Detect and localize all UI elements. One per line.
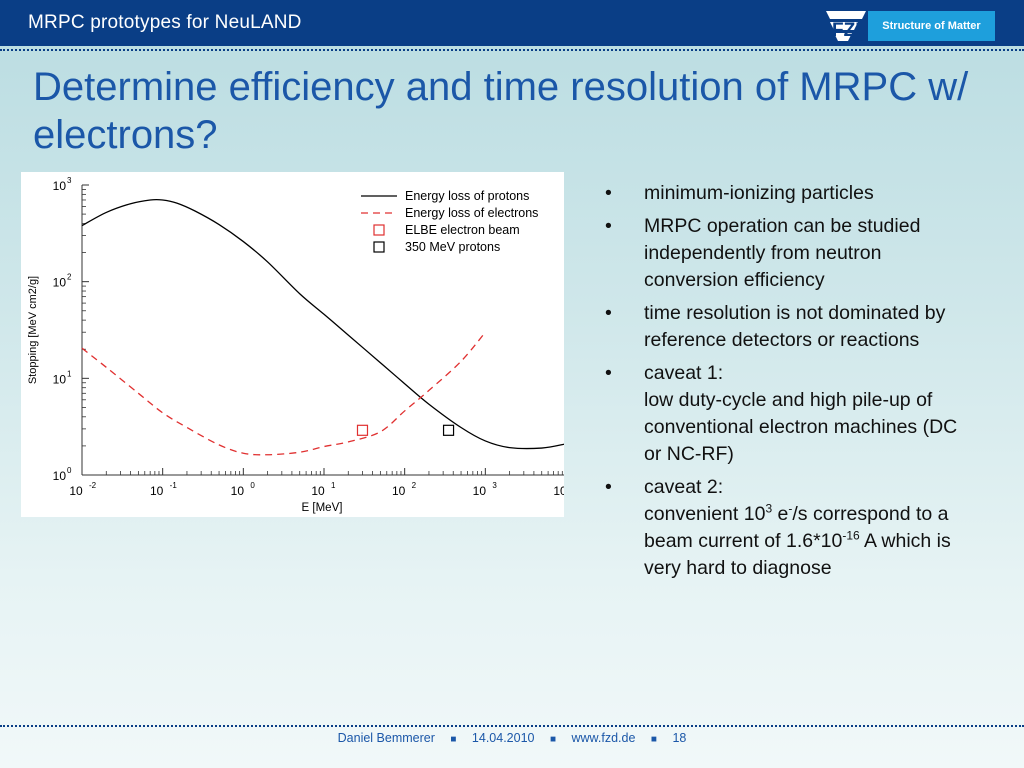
y-axis-label: Stopping [MeV cm2/g] — [27, 276, 39, 384]
bullet-text-mip: minimum-ionizing particles — [644, 182, 874, 204]
series-marker-2 — [356, 424, 369, 436]
legend-label: ELBE electron beam — [405, 223, 520, 237]
header-divider — [0, 49, 1024, 51]
y-tick-label: 10 — [53, 276, 67, 290]
caveat2-electron: e — [772, 503, 789, 525]
x-axis-label: E [MeV] — [302, 502, 343, 514]
bullet-list: minimum-ionizing particles MRPC operatio… — [604, 180, 976, 588]
legend-swatch — [373, 241, 385, 253]
caveat2-mid: /s correspond to a beam current of 1.6*1… — [644, 503, 949, 552]
legend-label: 350 MeV protons — [405, 240, 500, 254]
footer-separator: ■ — [650, 734, 657, 745]
footer-separator: ■ — [450, 734, 457, 745]
y-tick-label-exponent: 3 — [67, 176, 72, 185]
x-tick-label: 10 — [69, 484, 83, 498]
series-line-1 — [81, 331, 486, 456]
footer-divider — [0, 725, 1024, 727]
x-tick-label-exponent: 3 — [492, 481, 497, 490]
slide-title: Determine efficiency and time resolution… — [33, 65, 969, 157]
y-tick-label-exponent: 1 — [67, 369, 72, 378]
logo-text: FZD — [832, 20, 866, 41]
footer: Daniel Bemmerer ■ 14.04.2010 ■ www.fzd.d… — [0, 731, 1024, 745]
bullet-caveat2-label: caveat 2: — [644, 476, 724, 498]
series-marker-3 — [442, 424, 455, 436]
legend-label: Energy loss of electrons — [405, 206, 538, 220]
caveat2-sup-exp16: -16 — [842, 528, 860, 543]
y-tick-label-exponent: 2 — [67, 273, 72, 282]
bullet-caveat1-label: caveat 1: — [644, 362, 724, 384]
x-tick-label-exponent: 2 — [412, 481, 417, 490]
legend-label: Energy loss of protons — [405, 189, 529, 203]
bullet-text-time-resolution: time resolution is not dominated by refe… — [644, 302, 946, 351]
footer-separator: ■ — [549, 734, 557, 745]
footer-url[interactable]: www.fzd.de — [571, 731, 636, 745]
caveat2-post: A which is very hard to diagnose — [644, 530, 951, 579]
bullet-item: MRPC operation can be studied independen… — [604, 213, 976, 294]
y-tick-label: 10 — [53, 469, 67, 483]
bullet-caveat1-text: low duty-cycle and high pile-up of conve… — [644, 389, 958, 465]
caveat2-sup-exp3: 3 — [765, 501, 773, 516]
bullet-item: caveat 1: low duty-cycle and high pile-u… — [604, 360, 976, 468]
x-tick-label: 10 — [392, 484, 406, 498]
footer-page-number: 18 — [672, 731, 687, 745]
x-tick-label-exponent: -2 — [89, 481, 97, 490]
x-tick-label: 10 — [231, 484, 245, 498]
x-tick-label: 10 — [150, 484, 164, 498]
presentation-title: MRPC prototypes for NeuLAND — [28, 12, 302, 33]
title-bar: MRPC prototypes for NeuLAND FZD Structur… — [0, 0, 1024, 46]
y-tick-label-exponent: 0 — [67, 466, 72, 475]
brand-badge: Structure of Matter — [868, 11, 995, 41]
y-tick-label: 10 — [53, 372, 67, 386]
bullet-item: caveat 2: convenient 103 e-/s correspond… — [604, 474, 976, 582]
chart-svg: 10-210-1100101102103104100101102103E [Me… — [27, 176, 578, 514]
x-tick-label-exponent: -1 — [170, 481, 178, 490]
x-tick-label: 10 — [553, 484, 564, 498]
x-tick-label-exponent: 1 — [331, 481, 336, 490]
y-tick-label: 10 — [53, 179, 67, 193]
bullet-text-mrpc-operation: MRPC operation can be studied independen… — [644, 215, 921, 291]
legend-swatch — [373, 224, 385, 236]
caveat2-pre: convenient 10 — [644, 503, 766, 525]
stopping-power-chart: 10-210-1100101102103104100101102103E [Me… — [21, 172, 578, 517]
footer-author: Daniel Bemmerer — [337, 731, 435, 745]
bullet-caveat2-text: convenient 103 e-/s correspond to a beam… — [644, 501, 951, 580]
x-tick-label: 10 — [311, 484, 325, 498]
fzd-logo-icon: FZD — [826, 11, 866, 41]
footer-date: 14.04.2010 — [471, 731, 535, 745]
series-line-0 — [81, 198, 567, 450]
x-tick-label: 10 — [473, 484, 487, 498]
caveat2-sup-minus: - — [788, 501, 793, 516]
bullet-item: minimum-ionizing particles — [604, 180, 976, 207]
x-tick-label-exponent: 0 — [250, 481, 255, 490]
bullet-item: time resolution is not dominated by refe… — [604, 300, 976, 354]
